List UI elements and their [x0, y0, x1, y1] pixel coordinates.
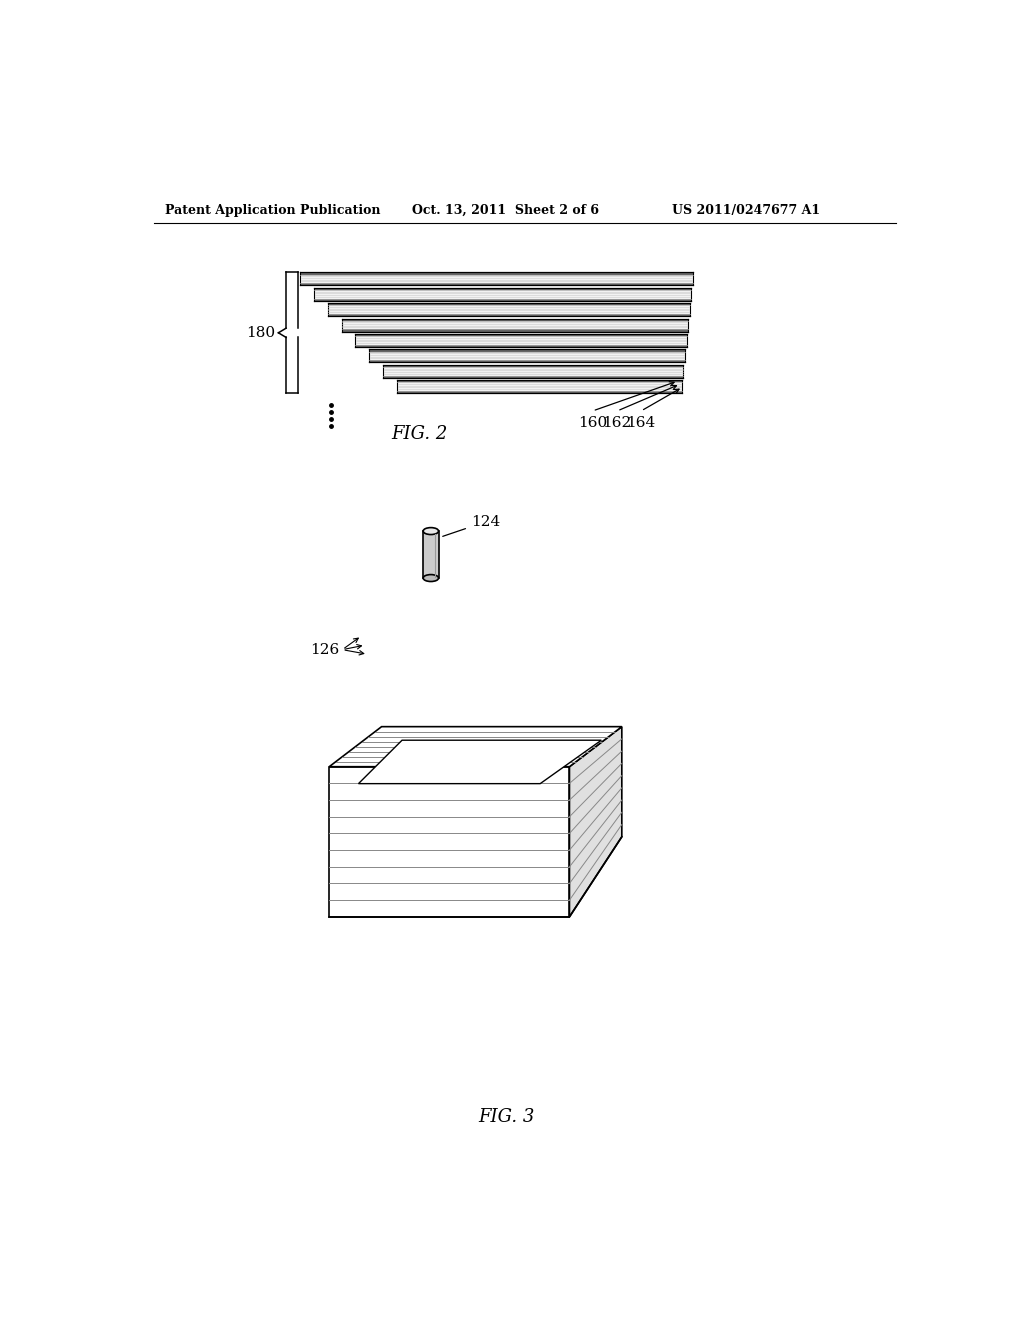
Polygon shape [569, 726, 622, 917]
Ellipse shape [423, 574, 438, 582]
FancyBboxPatch shape [423, 531, 438, 578]
Text: 164: 164 [627, 416, 655, 429]
Text: FIG. 3: FIG. 3 [478, 1107, 535, 1126]
Text: Oct. 13, 2011  Sheet 2 of 6: Oct. 13, 2011 Sheet 2 of 6 [412, 205, 599, 218]
Text: 126: 126 [310, 643, 339, 656]
Polygon shape [358, 741, 601, 784]
Text: Patent Application Publication: Patent Application Publication [165, 205, 381, 218]
Text: FIG. 2: FIG. 2 [391, 425, 447, 444]
Text: US 2011/0247677 A1: US 2011/0247677 A1 [673, 205, 820, 218]
Text: 162: 162 [602, 416, 632, 429]
Polygon shape [330, 767, 569, 917]
Text: 160: 160 [578, 416, 607, 429]
Text: 124: 124 [442, 515, 500, 536]
Ellipse shape [423, 528, 438, 535]
Text: 180: 180 [246, 326, 275, 339]
Polygon shape [330, 726, 622, 767]
